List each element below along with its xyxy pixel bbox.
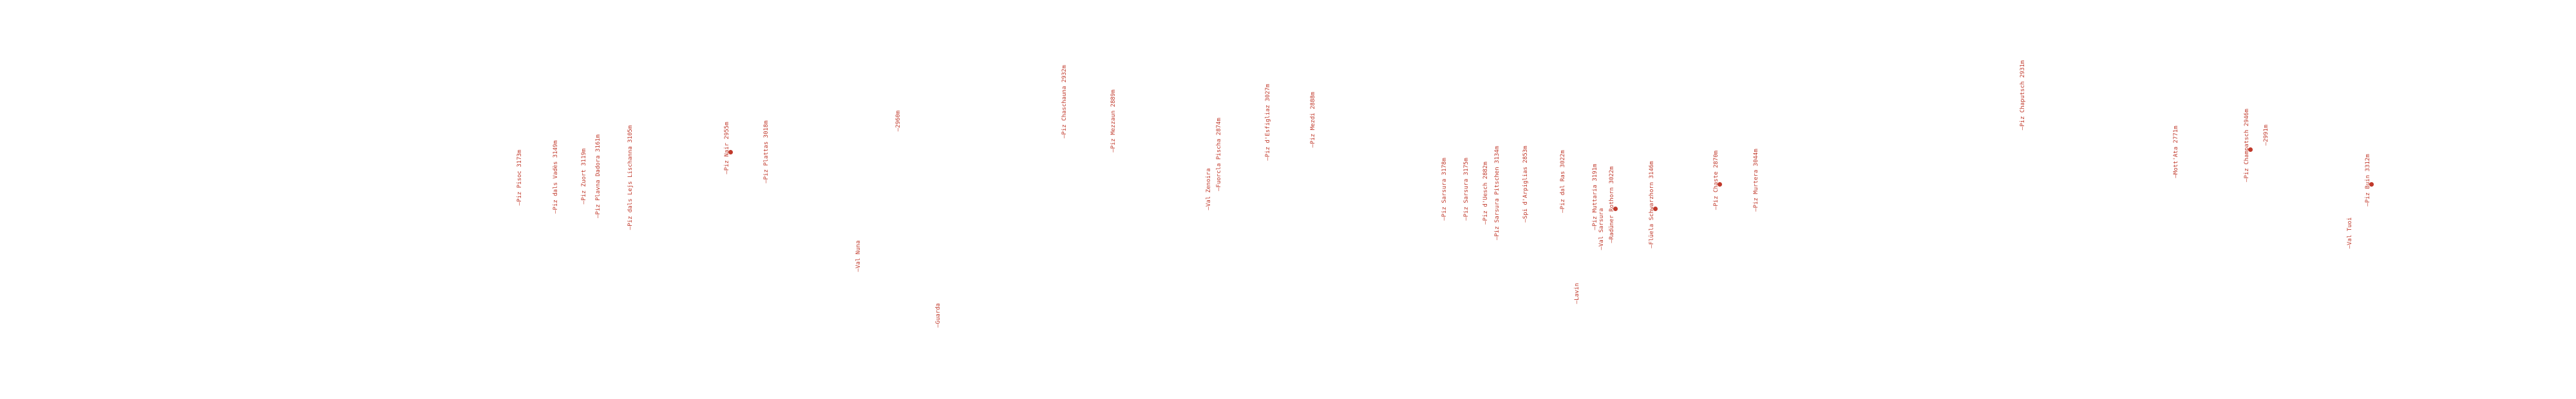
map-label[interactable]: —Val Nuna <box>855 240 862 272</box>
map-label[interactable]: —Piz Sarsura Pitschen 3134m <box>1494 145 1501 241</box>
map-label[interactable]: —Spi d'Arpiglias 2853m <box>1522 145 1529 223</box>
peak-marker-icon <box>2248 147 2253 152</box>
map-label[interactable]: —Piz Zuort 3119m <box>581 148 587 205</box>
peak-marker-icon <box>2369 181 2374 187</box>
map-label[interactable]: —Piz Mezzaun 2889m <box>1110 89 1117 153</box>
map-label[interactable]: —Val Sarsura <box>1598 208 1605 250</box>
map-label[interactable]: —Piz Plattas 3018m <box>763 120 770 183</box>
peak-marker-icon <box>728 149 733 154</box>
map-label[interactable]: —Piz dals Lejs Lischanna 3105m <box>627 125 634 230</box>
map-label[interactable]: —Val Zenoira <box>1206 168 1212 210</box>
map-label[interactable]: —Piz Sarsura 3175m <box>1463 158 1470 221</box>
map-label[interactable]: —Piz Sarsura 3178m <box>1441 158 1448 221</box>
map-label[interactable]: —Mott'Ata 2771m <box>2173 125 2179 178</box>
map-label[interactable]: —Piz Chaschauna 2932m <box>1061 65 1068 138</box>
map-label[interactable]: —Piz d'Uesch 2882m <box>1482 162 1489 225</box>
map-label[interactable]: —Val Tuoi <box>2347 217 2353 249</box>
map-label[interactable]: —Piz dal Ras 3022m <box>1560 150 1566 213</box>
peak-marker-icon <box>1613 206 1618 211</box>
map-label[interactable]: —Piz dals Vadès 3149m <box>553 140 559 214</box>
map-label[interactable]: —Piz Champatsch 2946m <box>2244 109 2250 182</box>
map-label[interactable]: —Piz d'Esfigliaz 3027m <box>1265 84 1271 161</box>
map-label[interactable]: —Piz Pisoc 3173m <box>516 149 523 206</box>
map-label[interactable]: —Lavin <box>1574 283 1580 304</box>
map-label[interactable]: —Piz Muttaria 3191m <box>1592 163 1598 230</box>
map-label[interactable]: —Piz Chaputsch 2931m <box>2020 60 2026 131</box>
map-label[interactable]: —Piz Chaste 2870m <box>1713 150 1719 210</box>
map-label[interactable]: —Fuorcla Pischa 2874m <box>1216 118 1222 191</box>
map-label[interactable]: —Piz Plavna Dadora 3161m <box>595 134 601 219</box>
map-label[interactable]: —Piz Murtera 3044m <box>1753 149 1759 212</box>
map-label[interactable]: —Guarda <box>935 303 942 328</box>
map-label[interactable]: —Piz Mezdi 2888m <box>1310 91 1316 148</box>
map-label[interactable]: —Flüela Schwarzhorn 3146m <box>1649 161 1655 248</box>
map-label[interactable]: —2960m <box>895 110 902 132</box>
map-label[interactable]: —Piz Nair 2955m <box>724 122 730 174</box>
map-label[interactable]: —Piz Buin 3312m <box>2365 154 2371 207</box>
peak-marker-icon <box>1717 181 1722 187</box>
map-label[interactable]: —2991m <box>2263 124 2269 146</box>
peak-marker-icon <box>1653 206 1658 211</box>
map-label[interactable]: —Radüner Rothorn 3022m <box>1609 166 1615 243</box>
